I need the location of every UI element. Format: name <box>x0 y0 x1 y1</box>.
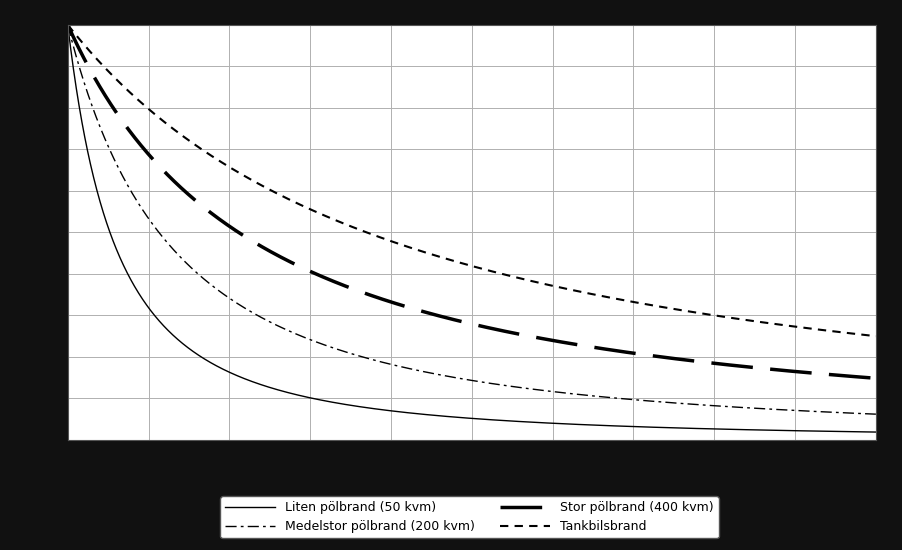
Medelstor pölbrand (200 kvm) <box>104 145 115 151</box>
Medelstor pölbrand (200 kvm) <box>846 410 857 416</box>
Stor pölbrand (400 kvm) <box>846 373 857 380</box>
Tankbilsbrand <box>104 69 115 75</box>
Liten pölbrand (50 kvm) <box>698 425 709 432</box>
Medelstor pölbrand (200 kvm) <box>62 22 73 29</box>
Liten pölbrand (50 kvm) <box>104 227 115 233</box>
Tankbilsbrand <box>455 260 465 266</box>
Stor pölbrand (400 kvm) <box>455 318 465 324</box>
Stor pölbrand (400 kvm) <box>698 359 709 365</box>
Stor pölbrand (400 kvm) <box>62 21 73 28</box>
Tankbilsbrand <box>434 254 445 260</box>
Medelstor pölbrand (200 kvm) <box>698 402 709 408</box>
Liten pölbrand (50 kvm) <box>870 429 880 436</box>
Stor pölbrand (400 kvm) <box>104 98 115 105</box>
Medelstor pölbrand (200 kvm) <box>870 411 880 417</box>
Line: Stor pölbrand (400 kvm): Stor pölbrand (400 kvm) <box>68 25 875 378</box>
Tankbilsbrand <box>846 330 857 337</box>
Tankbilsbrand <box>698 311 709 317</box>
Stor pölbrand (400 kvm) <box>846 373 857 380</box>
Liten pölbrand (50 kvm) <box>846 428 857 435</box>
Liten pölbrand (50 kvm) <box>62 22 73 29</box>
Liten pölbrand (50 kvm) <box>846 428 857 435</box>
Legend: Liten pölbrand (50 kvm), Medelstor pölbrand (200 kvm), Stor pölbrand (400 kvm), : Liten pölbrand (50 kvm), Medelstor pölbr… <box>220 496 718 538</box>
Tankbilsbrand <box>846 330 857 337</box>
Line: Tankbilsbrand: Tankbilsbrand <box>68 25 875 336</box>
Tankbilsbrand <box>62 21 73 28</box>
Line: Medelstor pölbrand (200 kvm): Medelstor pölbrand (200 kvm) <box>68 25 875 414</box>
Tankbilsbrand <box>870 333 880 339</box>
Liten pölbrand (50 kvm) <box>434 412 445 419</box>
Liten pölbrand (50 kvm) <box>455 414 465 421</box>
Medelstor pölbrand (200 kvm) <box>434 371 445 378</box>
Stor pölbrand (400 kvm) <box>870 375 880 382</box>
Line: Liten pölbrand (50 kvm): Liten pölbrand (50 kvm) <box>68 25 875 432</box>
Medelstor pölbrand (200 kvm) <box>846 410 857 416</box>
Medelstor pölbrand (200 kvm) <box>455 375 465 382</box>
Stor pölbrand (400 kvm) <box>434 312 445 319</box>
